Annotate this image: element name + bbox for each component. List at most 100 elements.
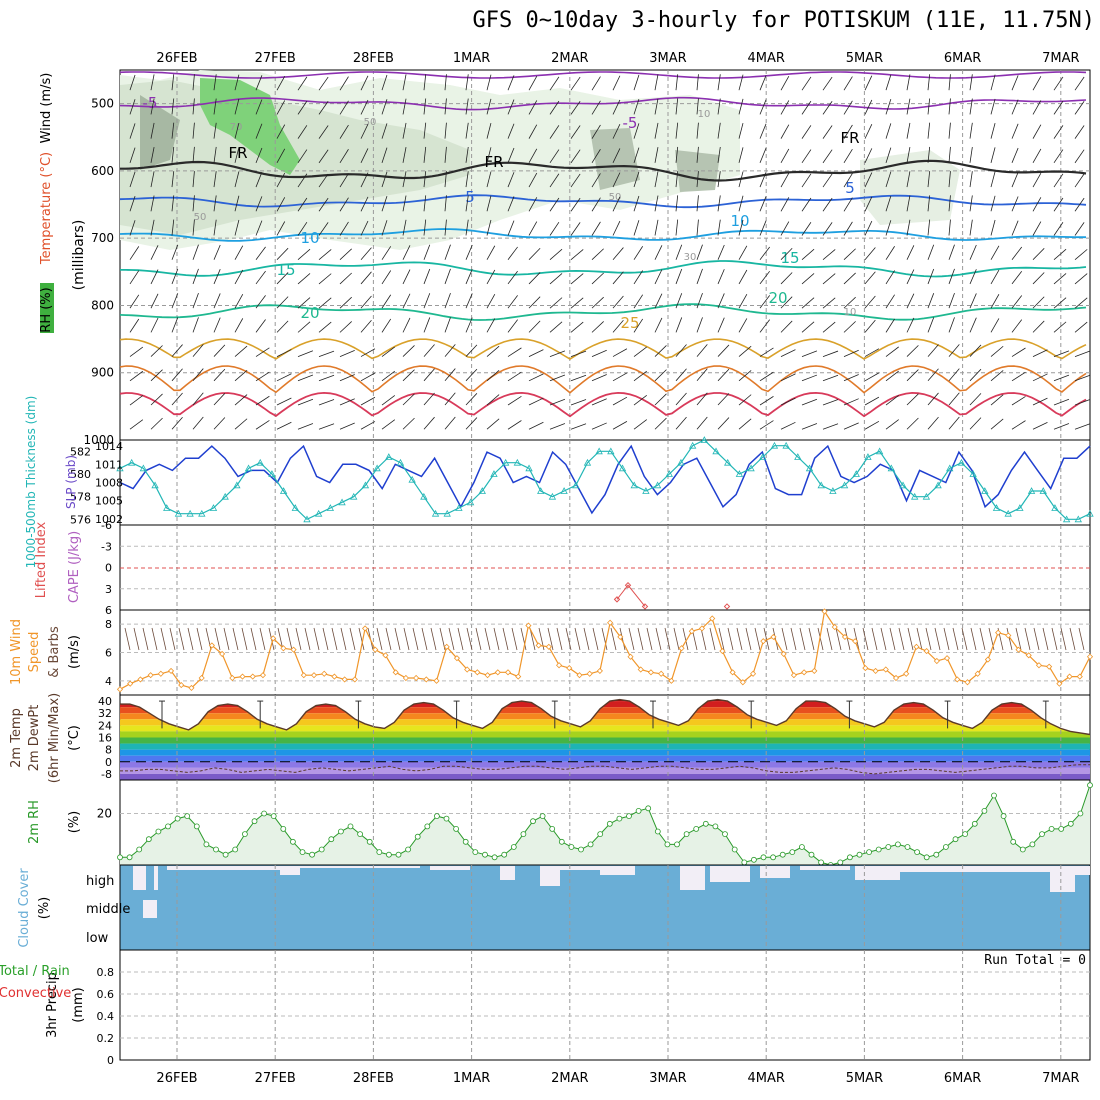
wind-barb <box>465 269 473 285</box>
rh-marker <box>568 844 575 850</box>
wind-barb <box>381 220 388 236</box>
thickness-slp-panel <box>119 439 1091 526</box>
rh-marker <box>1000 813 1007 819</box>
wind-barb <box>213 171 217 188</box>
contour-label: 15 <box>276 261 295 279</box>
wind-barb <box>759 123 767 139</box>
axis-label-10m-wind: 10m Wind <box>9 619 24 685</box>
surface-wind-barb <box>412 627 419 651</box>
wind-barb <box>129 294 140 309</box>
wind-barb <box>990 147 996 163</box>
wind-barb <box>654 245 663 260</box>
rh-marker <box>943 844 949 850</box>
lifted-index-marker <box>613 596 621 603</box>
wind-barb <box>990 195 996 212</box>
wind-barb <box>129 74 136 91</box>
thickness-marker <box>829 487 837 494</box>
wind-barb <box>843 173 853 188</box>
wind-barb <box>1074 321 1088 333</box>
wind-barb <box>381 270 392 285</box>
wind-barb <box>486 98 492 115</box>
wind-barb <box>738 418 752 430</box>
surface-wind-barb <box>907 627 914 651</box>
wind-barb <box>444 392 456 406</box>
wind-speed-marker <box>504 669 512 676</box>
wind-speed-marker <box>627 653 634 660</box>
wind-barb <box>864 271 876 285</box>
wind-barb <box>759 75 767 91</box>
wind-speed-marker <box>433 677 440 684</box>
wind-barb <box>507 246 518 260</box>
wind-barb <box>129 123 136 139</box>
wind-speed-marker <box>995 629 1002 636</box>
wind-barb <box>465 171 469 188</box>
rh-marker <box>337 828 344 835</box>
axis-label-precip-unit: (mm) <box>71 987 86 1022</box>
axis-label-minmax: (6hr Min/Max) <box>47 693 62 783</box>
rh-marker <box>117 854 123 861</box>
wind-barb <box>297 350 314 357</box>
wind-speed-marker <box>280 645 287 652</box>
wind-barb <box>1032 100 1042 115</box>
isotherm-15 <box>120 260 1087 278</box>
rh-marker <box>472 849 479 855</box>
wind-barb <box>654 74 659 91</box>
cloud-level-label: middle <box>86 902 130 917</box>
wind-barb <box>150 345 163 357</box>
wind-speed-marker <box>954 676 961 683</box>
wind-barb <box>822 350 839 357</box>
wind-barb <box>822 273 836 285</box>
wind-barb <box>507 99 515 115</box>
rh-marker <box>654 828 661 835</box>
rh-marker <box>1010 838 1017 845</box>
li-tick-label: -6 <box>101 519 112 532</box>
surface-wind-barb <box>358 627 365 651</box>
wind-barb <box>150 219 155 236</box>
surface-wind-barb <box>295 627 302 651</box>
wind-barb <box>276 172 286 188</box>
wind-barb <box>318 76 329 91</box>
wind-barb <box>822 76 833 91</box>
wind-barb <box>801 321 815 333</box>
wind-barb <box>612 148 621 164</box>
rh-marker <box>760 854 767 861</box>
wind-barb <box>255 220 263 236</box>
wind-barb <box>885 74 892 91</box>
wind-barb <box>675 98 679 115</box>
wind-barb <box>612 295 624 309</box>
wind-barb <box>423 344 435 357</box>
wind-barb <box>780 221 790 236</box>
wind-barb <box>423 244 431 260</box>
wind-barb <box>318 149 329 164</box>
rh-marker <box>270 813 277 819</box>
wind-barb <box>486 394 500 406</box>
wind-barb <box>318 374 335 382</box>
surface-wind-barb <box>592 627 599 651</box>
wind-barb <box>906 74 911 91</box>
wind-barb <box>402 195 407 212</box>
thickness-marker <box>186 509 194 517</box>
cloud-level-label: low <box>86 931 109 946</box>
surface-wind-barb <box>844 627 851 651</box>
wind-barb <box>738 147 744 163</box>
thickness-marker <box>922 492 931 500</box>
wind-barb <box>444 195 447 212</box>
thickness-marker <box>151 481 159 489</box>
surface-wind-barb <box>655 627 662 651</box>
wind-barb <box>528 373 544 382</box>
wind-barb <box>339 76 349 91</box>
wind-barb <box>276 421 292 430</box>
wind-barb <box>885 99 892 115</box>
wind-speed-marker <box>801 669 808 676</box>
wind-barb <box>297 398 314 406</box>
wind-barb <box>1074 297 1088 309</box>
wind-speed-marker <box>1005 632 1012 639</box>
axis-label-cloud-unit: (%) <box>37 897 52 920</box>
wind-barb <box>234 74 240 91</box>
wind-speed-marker <box>576 672 583 679</box>
wind-barb <box>402 369 415 382</box>
temperature-band <box>120 737 1090 744</box>
wind-barb <box>696 368 708 382</box>
wind-barb <box>528 172 538 188</box>
temperature-band <box>120 755 1090 762</box>
